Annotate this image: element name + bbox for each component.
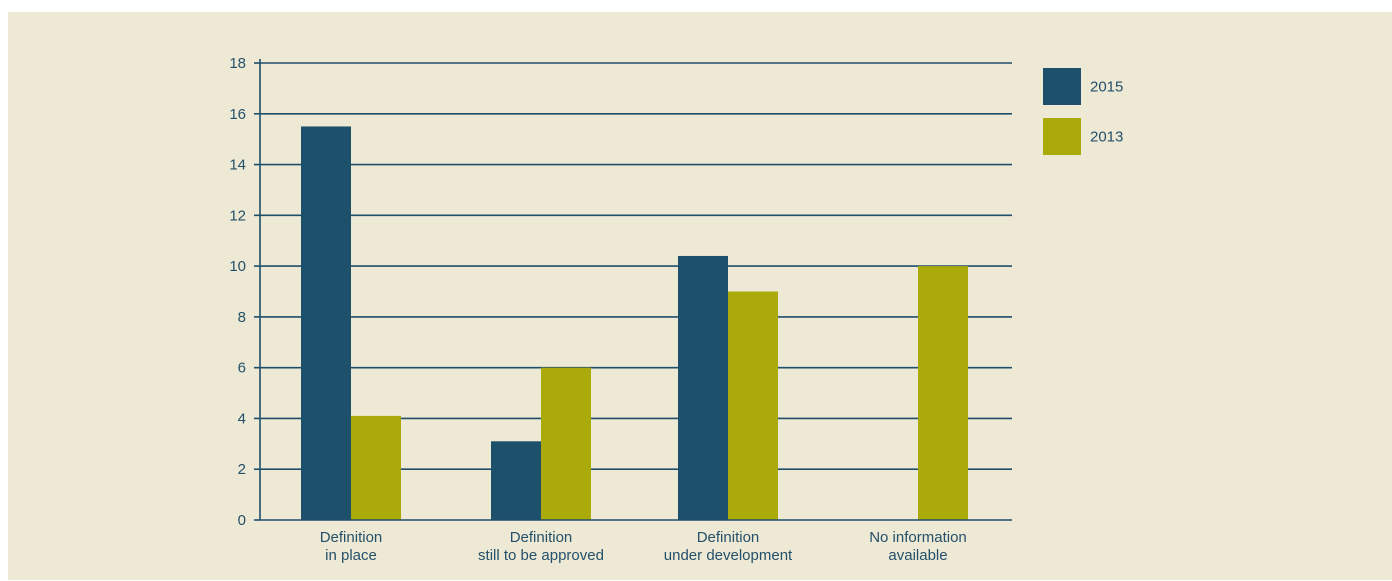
- x-category-label-line: Definition: [320, 529, 383, 546]
- y-tick-label: 6: [238, 360, 246, 377]
- x-category-label-line: Definition: [510, 529, 573, 546]
- chart-panel: 0 2 4 6 8 10 12 14 16 18 Definition in place Definit…: [8, 12, 1392, 580]
- legend-label-2015: 2015: [1090, 79, 1123, 96]
- bar-2015-1: [301, 126, 351, 520]
- axis-layer: [254, 59, 1012, 521]
- bar-2013-1: [351, 415, 401, 520]
- x-category-label: Definition under development: [664, 529, 793, 564]
- x-category-label-line: available: [888, 547, 947, 564]
- legend-label-2013: 2013: [1090, 129, 1123, 146]
- bar-2015-2: [491, 441, 541, 520]
- y-tick-label: 8: [238, 309, 246, 326]
- y-tick-label: 14: [229, 157, 246, 174]
- y-tick-label: 10: [229, 258, 246, 275]
- y-tick-label: 12: [229, 207, 246, 224]
- legend: 2015 2013: [1043, 68, 1123, 155]
- bars-layer: [301, 126, 968, 520]
- x-category-label: No information available: [869, 529, 967, 564]
- bar-2013-2: [541, 367, 591, 520]
- y-tick-label: 16: [229, 106, 246, 123]
- grid-layer: [260, 62, 1012, 471]
- y-tick-label: 4: [238, 410, 246, 427]
- legend-swatch-2013: [1043, 118, 1081, 155]
- x-category-label: Definition in place: [320, 529, 383, 564]
- x-category-label-line: No information: [869, 529, 967, 546]
- legend-swatch-2015: [1043, 68, 1081, 105]
- x-category-label-line: under development: [664, 547, 793, 564]
- x-category-label-line: in place: [325, 547, 377, 564]
- bar-2013-4: [918, 266, 968, 520]
- bar-2015-3: [678, 255, 728, 520]
- y-tick-label: 18: [229, 55, 246, 72]
- x-category-label-line: still to be approved: [478, 547, 604, 564]
- bar-2013-3: [728, 291, 778, 520]
- y-tick-label: 2: [238, 461, 246, 478]
- x-category-label-line: Definition: [697, 529, 760, 546]
- x-category-label: Definition still to be approved: [478, 529, 604, 564]
- y-tick-label: 0: [238, 512, 246, 529]
